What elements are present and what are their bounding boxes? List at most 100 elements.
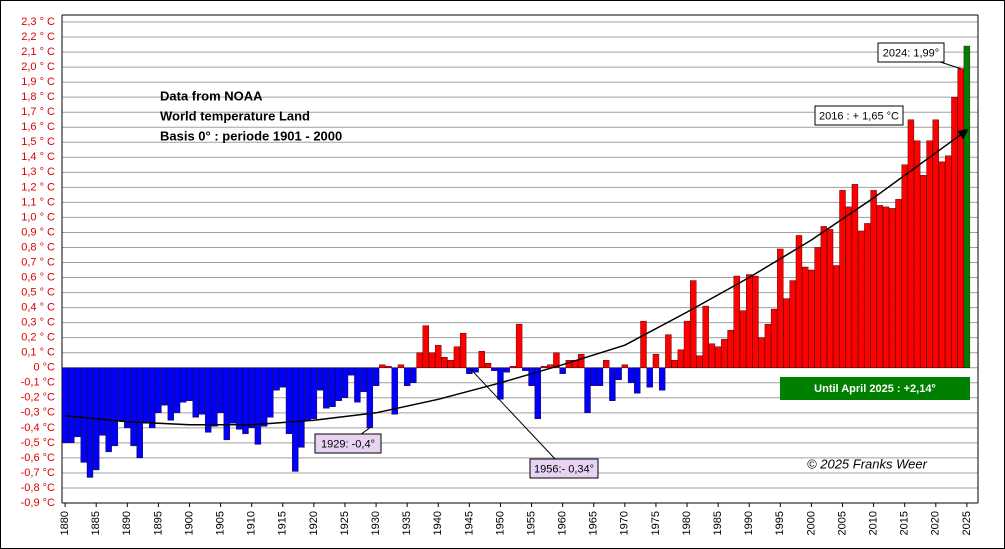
- bar: [254, 367, 262, 445]
- y-tick-label: -0,3 °C: [21, 407, 55, 419]
- y-tick-label: -0,7 °C: [21, 467, 55, 479]
- trend-line: [65, 128, 969, 426]
- y-tick-label: -0,6 °C: [21, 452, 55, 464]
- bar: [746, 274, 753, 368]
- bar: [124, 367, 131, 429]
- bar: [683, 320, 691, 368]
- x-tick-label: 2015: [899, 511, 911, 535]
- bar: [416, 352, 423, 368]
- bar: [826, 229, 834, 368]
- bar: [298, 367, 305, 448]
- y-tick-label: 1,1 ° C: [21, 196, 55, 208]
- bar: [385, 366, 392, 368]
- bar: [304, 367, 311, 421]
- bar: [727, 329, 734, 368]
- bar: [329, 367, 336, 407]
- y-tick-label: 0,6 ° C: [21, 271, 55, 283]
- y-tick-label: 1,5 ° C: [21, 136, 55, 148]
- bar: [708, 343, 716, 368]
- bar: [889, 208, 896, 368]
- y-tick-label: -0,9 °C: [21, 497, 55, 509]
- bar: [410, 367, 417, 383]
- bar: [857, 230, 865, 368]
- y-tick-label: 0,3 ° C: [21, 317, 55, 329]
- bar: [534, 367, 541, 420]
- info-text: Basis 0° : periode 1901 - 2000: [160, 128, 342, 143]
- bar: [279, 367, 286, 388]
- bar: [584, 367, 591, 414]
- bar: [602, 360, 610, 368]
- bar: [428, 352, 436, 368]
- y-tick-label: -0,4 °C: [21, 422, 55, 434]
- callout-box: [529, 458, 599, 479]
- bar: [422, 325, 430, 368]
- bar: [130, 367, 137, 447]
- bar: [391, 367, 398, 415]
- y-tick-label: -0,2 °C: [21, 392, 55, 404]
- bar: [627, 367, 635, 383]
- y-tick-label: 0,5 ° C: [21, 286, 55, 298]
- bar: [795, 235, 803, 368]
- callout-text: 1929: -0,4°: [321, 438, 375, 450]
- bar: [540, 366, 548, 368]
- y-tick-label: 0,8 ° C: [21, 241, 55, 253]
- bar: [690, 280, 697, 368]
- x-tick-label: 1890: [121, 511, 133, 535]
- bar: [236, 367, 243, 430]
- x-tick-label: 1905: [214, 511, 226, 535]
- bar: [285, 367, 293, 435]
- bar: [360, 367, 367, 392]
- bar: [895, 199, 902, 368]
- bar: [658, 367, 666, 391]
- bar: [634, 367, 641, 394]
- bar: [770, 308, 778, 368]
- x-tick-label: 1880: [59, 511, 71, 535]
- bar: [677, 349, 684, 368]
- x-tick-label: 2025: [961, 511, 973, 535]
- bar: [665, 334, 672, 368]
- bar: [907, 119, 915, 368]
- bar: [68, 367, 75, 444]
- bar: [260, 367, 268, 427]
- bar: [403, 367, 411, 386]
- x-tick-label: 1925: [339, 511, 351, 535]
- x-tick-label: 2000: [805, 511, 817, 535]
- x-tick-label: 1995: [774, 511, 786, 535]
- y-tick-label: 1,4 ° C: [21, 151, 55, 163]
- bar: [945, 155, 952, 368]
- bar: [348, 367, 355, 376]
- x-tick-label: 1920: [308, 511, 320, 535]
- bar: [963, 45, 971, 368]
- x-tick-label: 1950: [494, 511, 506, 535]
- bar: [814, 247, 821, 368]
- x-tick-label: 2010: [868, 511, 880, 535]
- bar: [876, 205, 884, 368]
- bar: [354, 367, 361, 403]
- bar: [441, 356, 448, 368]
- bar: [267, 367, 274, 418]
- x-tick-label: 1990: [743, 511, 755, 535]
- bar: [833, 265, 840, 368]
- x-tick-label: 1885: [90, 511, 102, 535]
- callout-text: 2024: 1,99°: [883, 47, 939, 59]
- bar: [926, 140, 933, 368]
- bar: [111, 367, 119, 447]
- y-tick-label: -0,8 °C: [21, 482, 55, 494]
- bar: [316, 367, 324, 391]
- bar: [99, 367, 106, 436]
- y-tick-label: 1,7 ° C: [21, 106, 55, 118]
- y-tick-label: -0,1 °C: [21, 377, 55, 389]
- x-tick-label: 1980: [681, 511, 693, 535]
- y-tick-label: 1,9 ° C: [21, 76, 55, 88]
- y-tick-label: 0,4 ° C: [21, 302, 55, 314]
- bar: [932, 119, 939, 368]
- callout-box: [314, 433, 382, 454]
- bar: [61, 367, 69, 444]
- bar: [839, 190, 846, 368]
- bar: [223, 367, 230, 441]
- bar: [335, 367, 342, 401]
- bar: [379, 364, 386, 368]
- bar: [161, 367, 168, 406]
- bar: [913, 140, 921, 368]
